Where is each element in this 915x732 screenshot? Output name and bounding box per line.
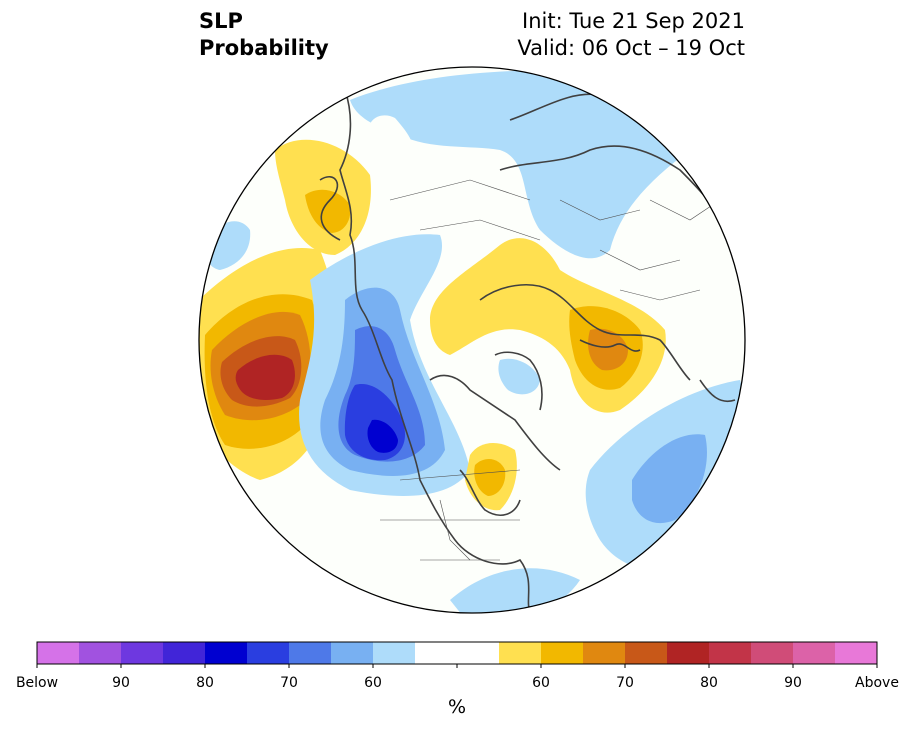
colorbar-tick-label: 80 — [700, 675, 718, 691]
colorbar-segment — [289, 642, 332, 664]
colorbar-segment — [499, 642, 542, 664]
colorbar-tick-label: Below — [15, 675, 59, 691]
figure-title: SLP Probability — [199, 8, 329, 62]
colorbar-segment — [751, 642, 794, 664]
colorbar-segment — [583, 642, 626, 664]
colorbar-segment — [625, 642, 668, 664]
colorbar-segment — [709, 642, 752, 664]
colorbar-segment — [121, 642, 164, 664]
colorbar-segment — [667, 642, 710, 664]
anomaly-greenland-below — [498, 358, 540, 395]
colorbar-segment — [415, 642, 458, 664]
colorbar-segment — [37, 642, 80, 664]
colorbar-segment — [247, 642, 290, 664]
product-label: Probability — [199, 36, 329, 60]
anomaly-alaska-above — [275, 139, 371, 255]
colorbar-tick-label: Above — [855, 675, 899, 691]
anomaly-hudson-bay-above — [465, 443, 517, 511]
colorbar-segment — [205, 642, 248, 664]
colorbar-tick-label: 70 — [280, 675, 298, 691]
colorbar-tick-label: 90 — [112, 675, 130, 691]
colorbar-tick-label: 80 — [196, 675, 214, 691]
date-info: Init: Tue 21 Sep 2021 Valid: 06 Oct – 19… — [517, 8, 745, 62]
colorbar-segment — [373, 642, 416, 664]
colorbar — [36, 641, 878, 668]
colorbar-segment — [457, 642, 500, 664]
colorbar-segment — [331, 642, 374, 664]
anomaly-east-coast-below — [450, 568, 580, 613]
colorbar-segment — [793, 642, 836, 664]
colorbar-unit: % — [447, 696, 467, 718]
colorbar-tick-label: 60 — [364, 675, 382, 691]
valid-range: Valid: 06 Oct – 19 Oct — [517, 36, 745, 60]
colorbar-tick-label: 60 — [532, 675, 550, 691]
colorbar-tick-label: 70 — [616, 675, 634, 691]
colorbar-segment — [163, 642, 206, 664]
colorbar-tick-label: 90 — [784, 675, 802, 691]
colorbar-segment — [79, 642, 122, 664]
map-disc — [199, 67, 745, 613]
map-boundary — [198, 66, 746, 614]
variable-label: SLP — [199, 9, 243, 33]
colorbar-segment — [541, 642, 584, 664]
anomaly-arctic-russia-below — [350, 70, 690, 259]
init-date: Init: Tue 21 Sep 2021 — [522, 9, 745, 33]
colorbar-segment — [835, 642, 878, 664]
